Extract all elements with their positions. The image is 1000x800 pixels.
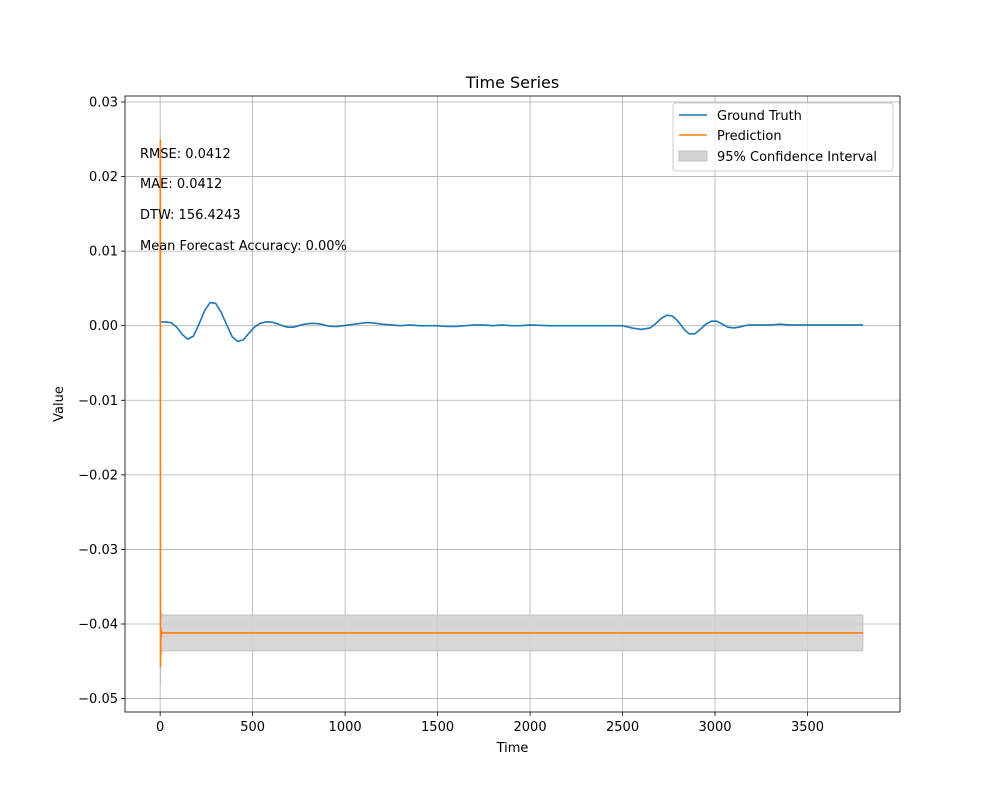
mae-annotation: MAE: 0.0412 <box>140 177 222 192</box>
chart-title: Time Series <box>465 73 559 92</box>
y-tick-label: −0.03 <box>78 543 118 558</box>
x-tick-label: 1000 <box>329 720 362 735</box>
x-tick-label: 0 <box>156 720 164 735</box>
legend-confidence-label: 95% Confidence Interval <box>717 150 877 165</box>
x-tick-label: 3500 <box>791 720 824 735</box>
legend-prediction-label: Prediction <box>717 129 782 144</box>
ground-truth-line <box>160 301 864 343</box>
legend: Ground Truth Prediction 95% Confidence I… <box>672 102 894 172</box>
rmse-annotation: RMSE: 0.0412 <box>140 147 231 162</box>
legend-frame <box>672 102 894 172</box>
y-tick-label: 0.03 <box>89 95 118 110</box>
dtw-annotation: DTW: 156.4243 <box>140 208 241 223</box>
confidence-interval-band <box>159 121 864 686</box>
y-tick-label: −0.05 <box>78 692 118 707</box>
legend-ground-truth-label: Ground Truth <box>717 109 802 124</box>
x-tick-label: 2500 <box>606 720 639 735</box>
axes <box>124 95 901 713</box>
y-tick-label: 0.00 <box>89 319 118 334</box>
y-axis-label: Value <box>52 386 67 422</box>
x-tick-label: 3000 <box>698 720 731 735</box>
forecast-accuracy-annotation: Mean Forecast Accuracy: 0.00% <box>140 239 347 254</box>
ticks: 0 500 1000 1500 2000 2500 3000 3500 −0.05 −0.04 −0… <box>78 95 824 735</box>
x-tick-label: 2000 <box>514 720 547 735</box>
y-tick-label: 0.02 <box>89 170 118 185</box>
x-axis-label: Time <box>496 741 529 756</box>
x-tick-label: 1500 <box>421 720 454 735</box>
series-layer <box>159 139 864 668</box>
x-tick-label: 500 <box>240 720 265 735</box>
y-tick-label: −0.02 <box>78 468 118 483</box>
y-tick-label: 0.01 <box>89 245 118 260</box>
metrics-annotations: RMSE: 0.0412 MAE: 0.0412 DTW: 156.4243 M… <box>140 147 347 254</box>
prediction-line <box>159 139 864 668</box>
y-tick-label: −0.04 <box>78 618 118 633</box>
legend-confidence-swatch <box>678 150 708 162</box>
plot-frame <box>124 95 901 713</box>
confidence-band-layer <box>159 121 864 686</box>
y-tick-label: −0.01 <box>78 394 118 409</box>
